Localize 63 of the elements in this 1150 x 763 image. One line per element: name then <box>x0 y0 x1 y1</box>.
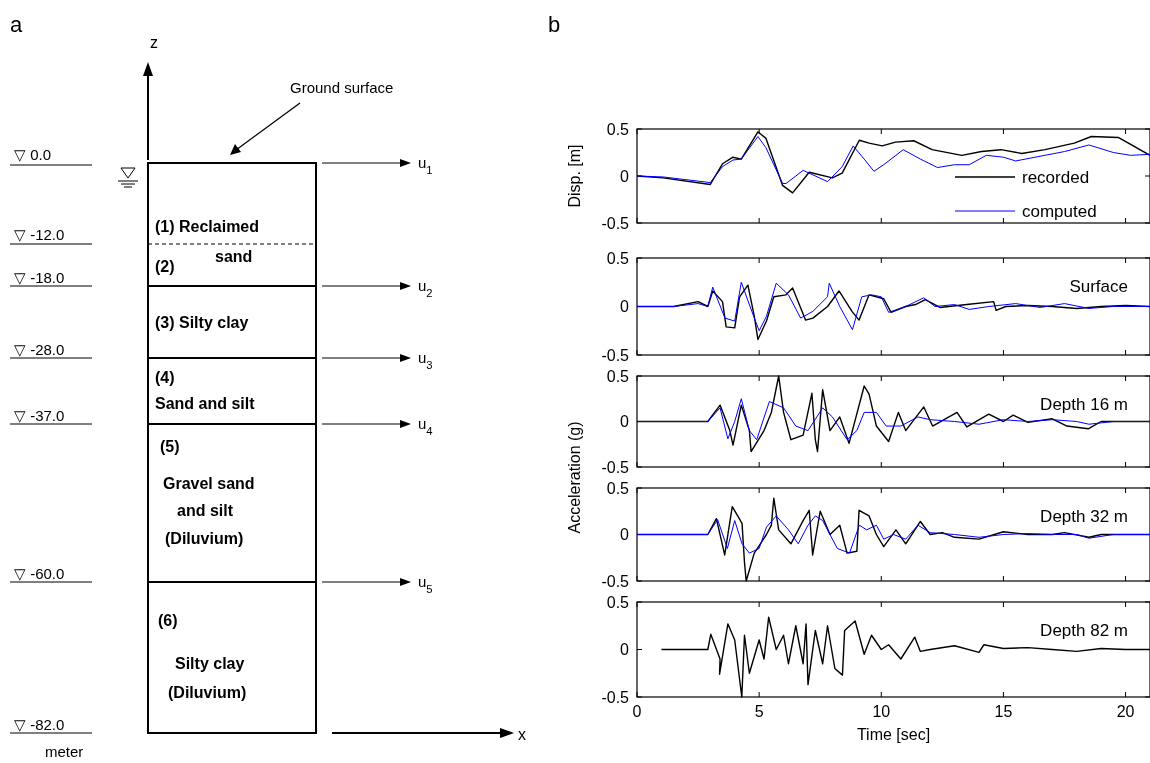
text: (1) Reclaimed <box>155 218 260 235</box>
text: u$_{3}$ <box>418 349 433 371</box>
text: and silt <box>177 502 234 519</box>
text: a <box>10 12 23 37</box>
text: (Diluvium) <box>165 530 244 547</box>
text: u$_{5}$ <box>418 573 433 595</box>
text: ▽ -37.0 <box>14 407 65 424</box>
text: Ground surface <box>290 79 394 96</box>
text: Silty clay <box>175 655 245 672</box>
text: sand <box>215 248 253 265</box>
annotation: Depth 32 m <box>1040 507 1128 526</box>
text: x <box>518 726 526 743</box>
y-tick-label: 0 <box>620 167 630 185</box>
y-tick-label: -0.5 <box>601 346 630 364</box>
line-series <box>637 136 1150 185</box>
y-axis-title: Disp. [m] <box>566 144 583 208</box>
text: Sand and silt <box>155 395 256 412</box>
line-series <box>637 398 1150 441</box>
x-tick-label: 5 <box>754 703 764 720</box>
y-tick-label: 0 <box>620 413 630 431</box>
legend-label: computed <box>1022 201 1097 221</box>
text: u$_{4}$ <box>418 415 433 437</box>
y-tick-label: 0 <box>620 298 630 316</box>
text: ▽ -28.0 <box>14 341 65 358</box>
y-tick-label: 0.5 <box>606 367 630 385</box>
text: z <box>150 34 158 51</box>
y-tick-label: 0.5 <box>606 593 630 611</box>
y-axis-title: Acceleration (g) <box>566 421 583 534</box>
text: ▽ -12.0 <box>14 226 65 243</box>
annotation: Depth 82 m <box>1040 621 1128 640</box>
x-tick-label: 0 <box>632 703 642 720</box>
text: ▽ 0.0 <box>14 146 52 163</box>
text: meter <box>45 743 84 760</box>
text: u$_{1}$ <box>418 154 433 176</box>
y-tick-label: 0.5 <box>606 120 630 138</box>
x-tick-label: 15 <box>994 703 1013 720</box>
x-tick-label: 10 <box>872 703 891 720</box>
legend-label: recorded <box>1022 167 1090 187</box>
text: b <box>548 12 561 37</box>
x-tick-label: 20 <box>1116 703 1135 720</box>
line-series <box>637 281 1150 332</box>
text: (3) Silty clay <box>155 314 249 331</box>
text: (5) <box>160 438 180 455</box>
text: (4) <box>155 369 175 386</box>
y-tick-label: 0 <box>620 641 630 659</box>
y-tick-label: -0.5 <box>601 688 630 706</box>
text: (6) <box>158 612 178 629</box>
y-tick-label: -0.5 <box>601 458 630 476</box>
text: ▽ -18.0 <box>14 269 65 286</box>
annotation: Depth 16 m <box>1040 395 1128 414</box>
y-tick-label: -0.5 <box>601 214 630 232</box>
y-tick-label: -0.5 <box>601 572 630 590</box>
y-tick-label: 0.5 <box>606 479 630 497</box>
text: (Diluvium) <box>168 684 247 701</box>
text: Gravel sand <box>163 475 255 492</box>
annotation: Surface <box>1069 277 1128 296</box>
x-axis-title: Time [sec] <box>856 726 931 743</box>
text: (2) <box>155 258 175 275</box>
text: ▽ -60.0 <box>14 565 65 582</box>
text: ▽ -82.0 <box>14 716 65 733</box>
y-tick-label: 0.5 <box>606 249 630 267</box>
y-tick-label: 0 <box>620 526 630 544</box>
text: u$_{2}$ <box>418 277 433 299</box>
